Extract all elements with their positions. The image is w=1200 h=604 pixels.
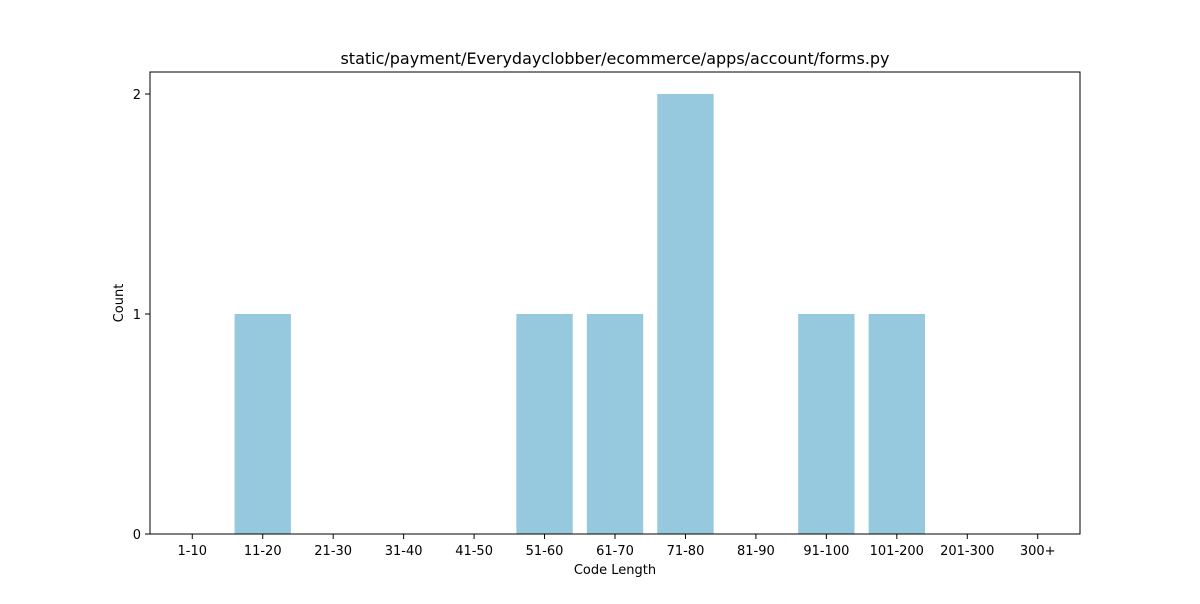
- x-tick-label: 11-20: [244, 544, 282, 559]
- x-tick-label: 300+: [1020, 544, 1056, 559]
- x-tick-label: 31-40: [385, 544, 423, 559]
- bar-61-70: [586, 314, 644, 534]
- x-tick-label: 81-90: [737, 544, 775, 559]
- y-tick-label: 1: [133, 308, 141, 323]
- x-tick-label: 61-70: [596, 544, 634, 559]
- x-tick-label: 21-30: [314, 544, 352, 559]
- bar-71-80: [657, 94, 714, 534]
- y-axis-ticks: 0 1 2: [133, 88, 150, 543]
- bar-91-100: [798, 314, 855, 534]
- y-axis-label: Count: [112, 284, 127, 323]
- y-tick-label: 0: [133, 528, 141, 543]
- bar-11-20: [234, 314, 291, 534]
- chart-title: static/payment/Everydayclobber/ecommerce…: [340, 49, 889, 68]
- x-tick-label: 201-300: [940, 544, 994, 559]
- x-tick-label: 71-80: [667, 544, 705, 559]
- x-tick-label: 51-60: [526, 544, 564, 559]
- bar-51-60: [516, 314, 573, 534]
- x-axis-label: Code Length: [574, 563, 656, 578]
- x-tick-label: 101-200: [870, 544, 924, 559]
- x-axis-ticks: 1-10 11-20 21-30 31-40 41-50 51-60 61-70 71-80 8…: [178, 534, 1056, 559]
- bar-101-200: [868, 314, 925, 534]
- x-tick-label: 91-100: [803, 544, 849, 559]
- y-tick-label: 2: [133, 88, 141, 103]
- bars-layer: [234, 94, 925, 534]
- x-tick-label: 1-10: [178, 544, 208, 559]
- x-tick-label: 41-50: [455, 544, 493, 559]
